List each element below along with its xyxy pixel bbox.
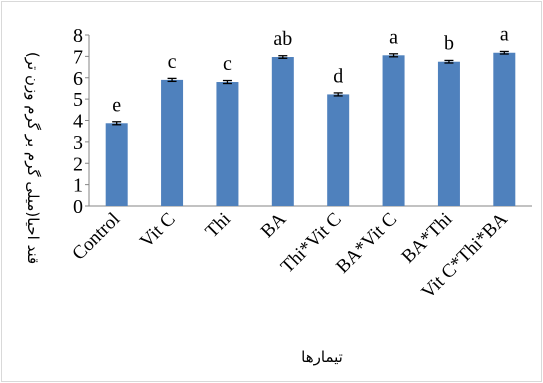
y-tick-label: 5	[73, 89, 83, 111]
significance-letter: a	[389, 26, 398, 48]
category-label: Vit C	[136, 209, 180, 253]
y-tick-label: 2	[73, 153, 83, 175]
significance-letter: c	[168, 51, 177, 73]
significance-letter: ab	[273, 28, 292, 50]
error-bars	[112, 50, 509, 126]
error-bar	[222, 79, 232, 85]
error-bar	[444, 59, 454, 64]
bar	[327, 94, 350, 206]
significance-letter: c	[223, 53, 232, 75]
category-label: BA*Vit C	[332, 209, 401, 278]
error-bar	[167, 77, 177, 83]
bar	[216, 82, 239, 206]
error-bar	[112, 121, 122, 126]
y-tick-label: 4	[73, 111, 83, 133]
significance-letter: a	[500, 24, 509, 46]
significance-letter: d	[333, 65, 343, 87]
error-bar	[389, 53, 399, 58]
error-bar	[278, 55, 288, 59]
error-bar	[499, 50, 509, 55]
bar	[161, 79, 184, 206]
y-tick-label: 8	[73, 25, 83, 47]
bar	[437, 61, 460, 206]
significance-letter: b	[444, 33, 454, 55]
y-tick-label: 0	[73, 196, 83, 218]
y-tick-label: 6	[73, 68, 83, 90]
x-axis-label: تیمارها	[301, 348, 343, 366]
bar	[382, 55, 405, 207]
category-label: Thi	[201, 209, 235, 243]
bar	[105, 123, 128, 206]
bars	[105, 52, 516, 207]
y-tick-label: 7	[73, 46, 83, 68]
category-label: BA	[257, 208, 291, 242]
y-axis-label: قند احیا(میلی گرم بر گرم وزن تر)	[24, 52, 42, 264]
bar	[493, 52, 516, 207]
error-bar	[333, 92, 343, 97]
y-tick-label: 3	[73, 132, 83, 154]
y-tick-label: 1	[73, 175, 83, 197]
bar	[271, 57, 294, 206]
significance-letter: e	[112, 94, 121, 116]
